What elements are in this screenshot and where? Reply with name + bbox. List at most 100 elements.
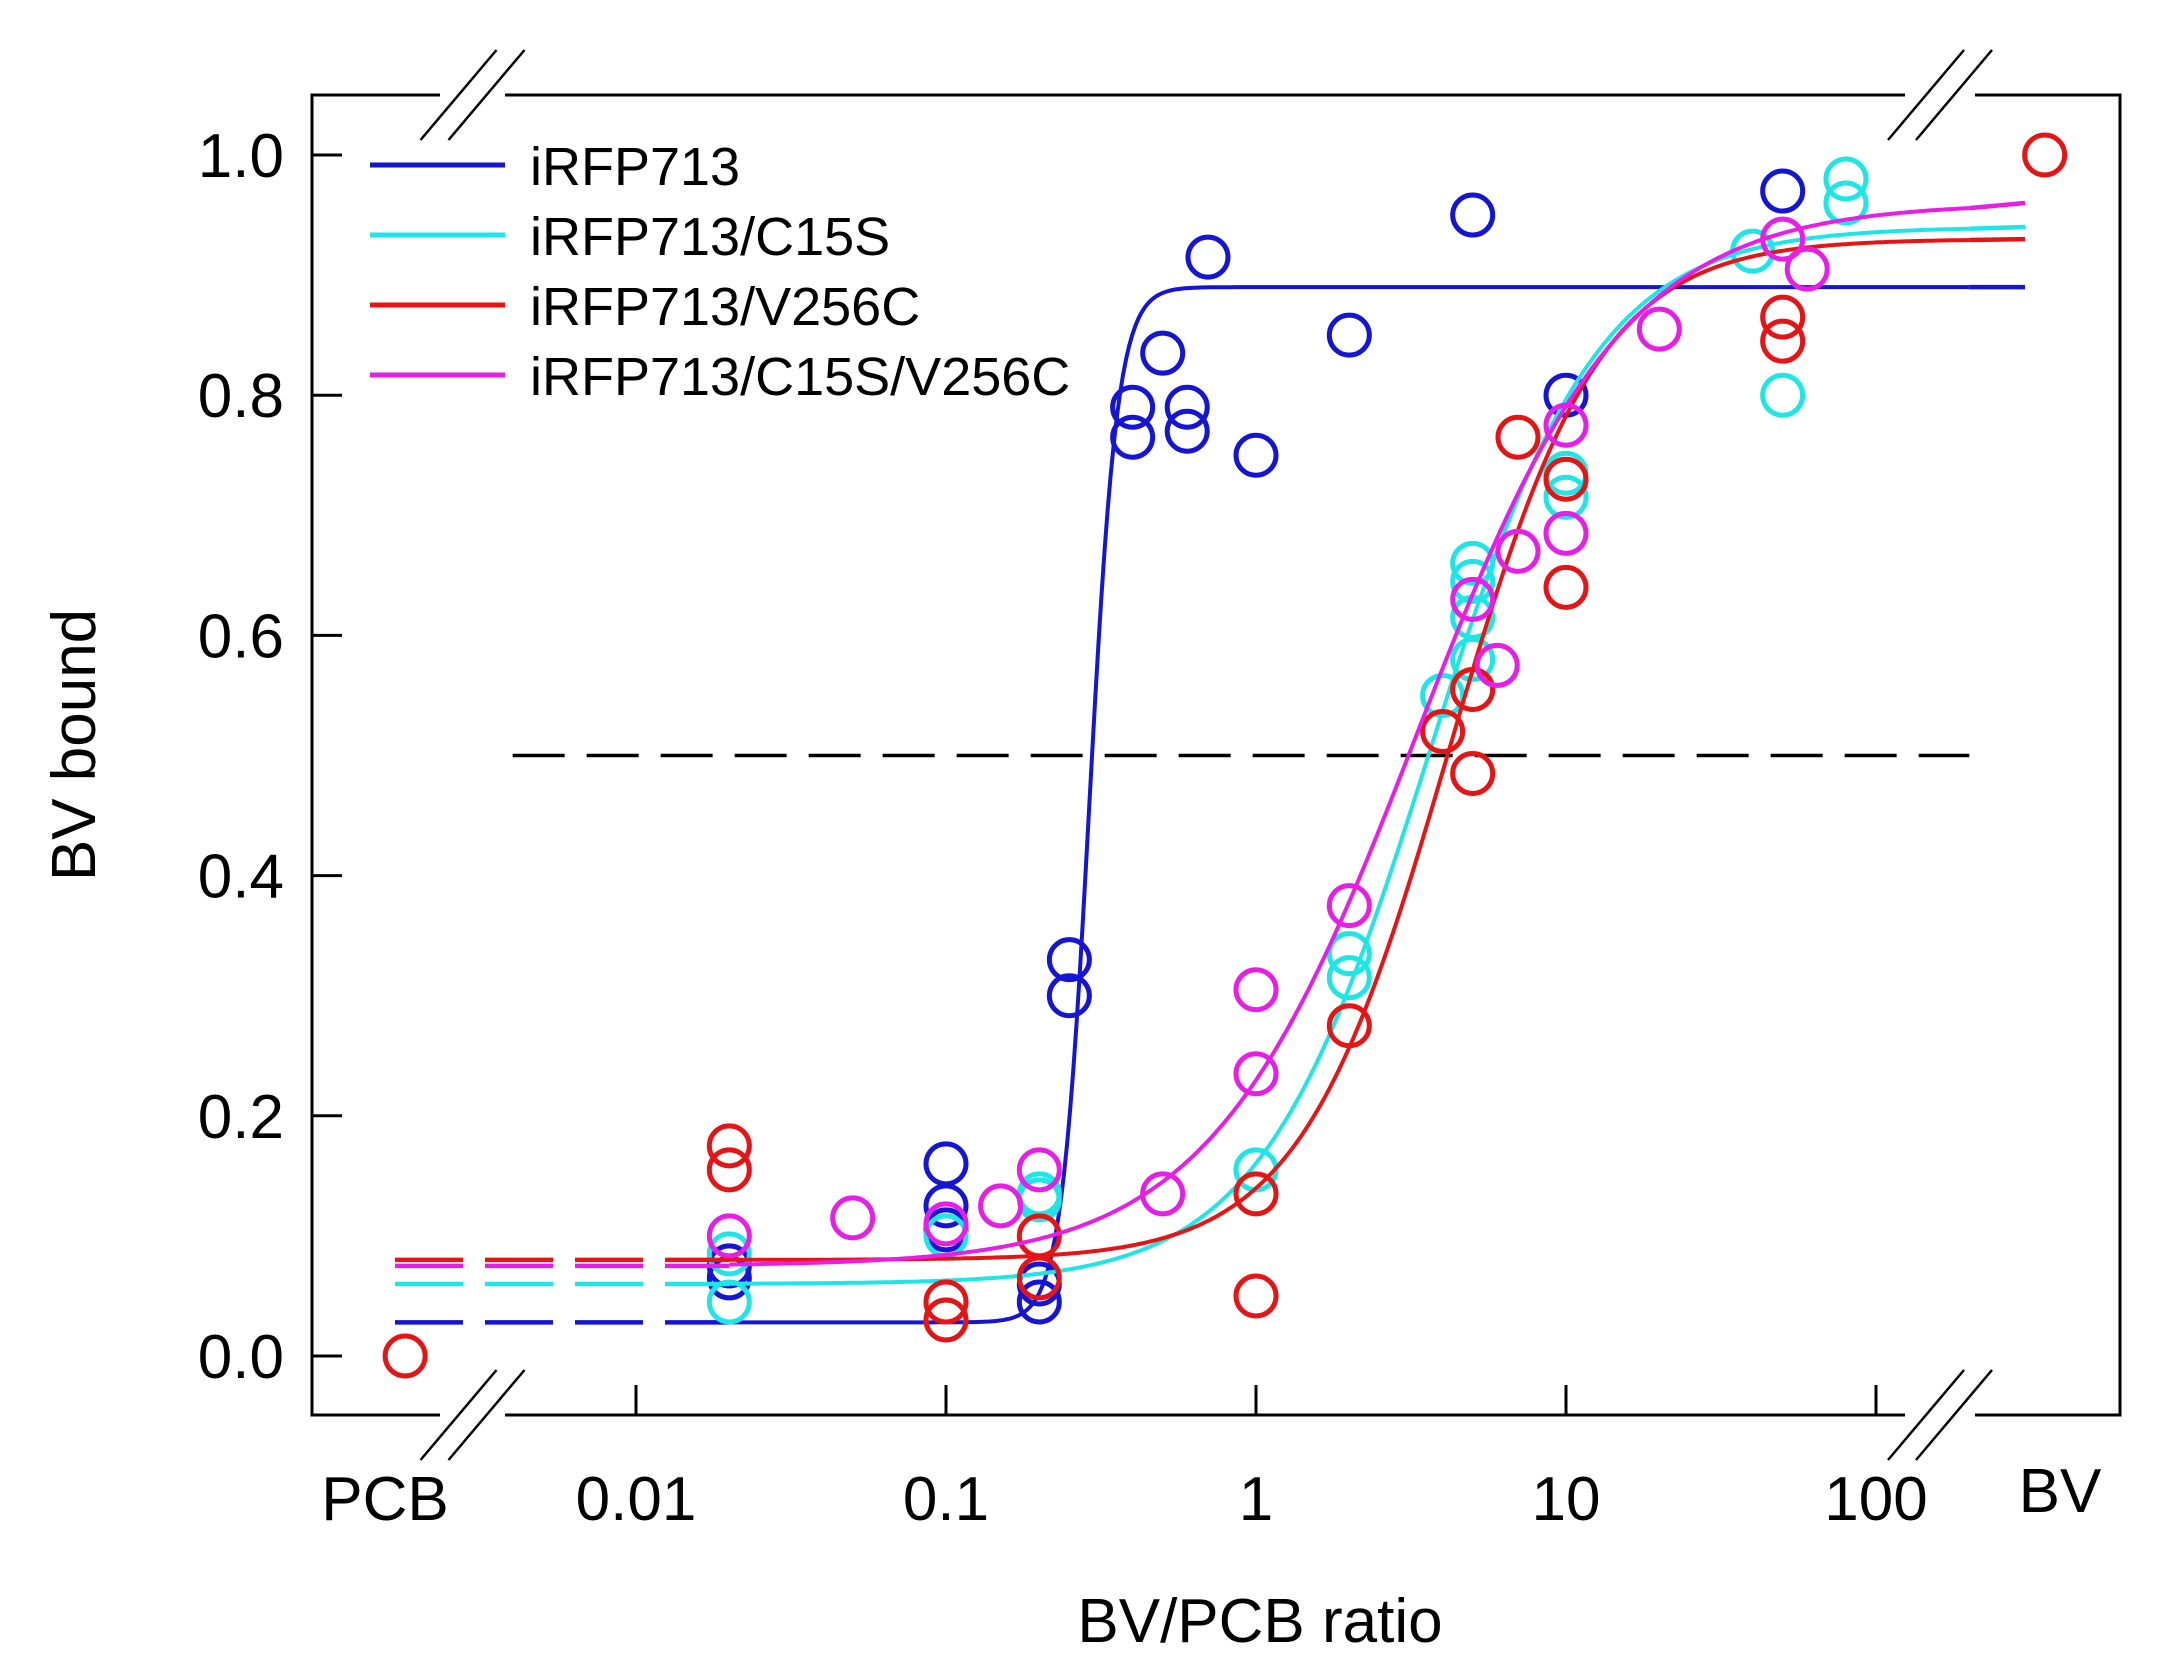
data-point xyxy=(1636,306,1682,352)
y-axis-label: BV bound xyxy=(40,609,109,881)
y-tick-label: 0.6 xyxy=(198,602,284,671)
top-plateau-extension xyxy=(1969,200,2026,211)
data-point xyxy=(1140,1171,1186,1217)
x-tick-label: 10 xyxy=(1532,1465,1601,1534)
data-point xyxy=(1140,330,1186,376)
data-point xyxy=(2022,132,2068,178)
data-point xyxy=(706,1279,752,1325)
data-point xyxy=(1326,955,1372,1001)
break-gap-top xyxy=(1905,89,1975,101)
data-point xyxy=(1543,456,1589,502)
data-point xyxy=(1823,180,1869,226)
break-slash xyxy=(1915,1369,1993,1461)
data-point xyxy=(1420,672,1466,718)
data-point xyxy=(1495,528,1541,574)
data-point xyxy=(1760,216,1806,262)
data-point xyxy=(706,1123,752,1169)
y-tick-label: 0.8 xyxy=(198,362,284,431)
data-point xyxy=(382,1333,428,1379)
top-plateau-extension xyxy=(1969,224,2026,232)
break-slash xyxy=(1887,49,1965,141)
data-point xyxy=(1450,540,1496,586)
pcb-end-label: PCB xyxy=(321,1465,448,1534)
data-point xyxy=(706,1213,752,1259)
fit-curve xyxy=(729,285,1970,1325)
data-point xyxy=(1450,751,1496,797)
data-point xyxy=(1326,883,1372,929)
legend-label: iRFP713/V256C xyxy=(530,277,920,337)
x-ticks: 0.01 0.1 1 10 100 xyxy=(576,1385,1928,1534)
y-tick-label: 0.0 xyxy=(198,1323,284,1392)
data-point xyxy=(1760,168,1806,214)
plot-frame xyxy=(310,93,2122,1417)
break-gap-bottom xyxy=(440,1409,505,1421)
data-point xyxy=(1543,402,1589,448)
x-tick-label: 1 xyxy=(1239,1465,1273,1534)
axis-breaks xyxy=(419,49,1993,1461)
data-point xyxy=(706,1147,752,1193)
y-tick-label: 1.0 xyxy=(198,122,284,191)
data-point xyxy=(1233,1051,1279,1097)
data-point xyxy=(923,1183,969,1229)
break-slash xyxy=(1887,1369,1965,1461)
data-point xyxy=(1233,432,1279,478)
data-point xyxy=(1760,294,1806,340)
break-gap-top xyxy=(440,89,505,101)
data-point xyxy=(1760,372,1806,418)
series-2 xyxy=(382,132,2068,1379)
data-point xyxy=(1543,564,1589,610)
y-ticks: 0.0 0.2 0.4 0.6 0.8 1.0 xyxy=(198,122,342,1392)
data-point xyxy=(1326,312,1372,358)
data-point xyxy=(1016,1279,1062,1325)
series-3 xyxy=(395,200,2026,1269)
data-point xyxy=(1543,474,1589,520)
data-point xyxy=(1420,708,1466,754)
data-point xyxy=(830,1195,876,1241)
y-tick-label: 0.4 xyxy=(198,843,284,912)
break-slash xyxy=(447,49,526,141)
data-point xyxy=(1016,1255,1062,1301)
data-point xyxy=(1016,1147,1062,1193)
data-point xyxy=(1760,318,1806,364)
y-tick-label: 0.2 xyxy=(198,1083,284,1152)
data-point xyxy=(1110,384,1156,430)
bv-end-label: BV xyxy=(2019,1457,2102,1526)
data-point xyxy=(1046,973,1092,1019)
break-slash xyxy=(1915,49,1993,141)
break-slash xyxy=(447,1369,526,1461)
data-point xyxy=(1784,246,1830,292)
data-point xyxy=(1495,414,1541,460)
legend: iRFP713 iRFP713/C15S iRFP713/V256C iRFP713/… xyxy=(370,137,1070,407)
data-point xyxy=(1543,510,1589,556)
data-point xyxy=(1164,384,1210,430)
data-point xyxy=(1326,931,1372,977)
legend-label: iRFP713 xyxy=(530,137,740,197)
data-point xyxy=(1185,234,1231,280)
legend-label: iRFP713/C15S/V256C xyxy=(530,347,1070,407)
data-point xyxy=(978,1183,1024,1229)
data-point xyxy=(1326,1003,1372,1049)
data-point xyxy=(1450,576,1496,622)
x-tick-label: 0.1 xyxy=(903,1465,989,1534)
data-point xyxy=(1046,937,1092,983)
break-gap-bottom xyxy=(1905,1409,1975,1421)
legend-label: iRFP713/C15S xyxy=(530,207,890,267)
x-tick-label: 100 xyxy=(1824,1465,1927,1534)
data-point xyxy=(923,1279,969,1325)
data-point xyxy=(923,1141,969,1187)
series-0 xyxy=(395,168,2025,1325)
x-tick-label: 0.01 xyxy=(576,1465,697,1534)
data-point xyxy=(1110,414,1156,460)
break-slash xyxy=(419,1369,498,1461)
data-point xyxy=(1233,967,1279,1013)
data-point xyxy=(1823,156,1869,202)
data-point xyxy=(923,1201,969,1247)
plot-area: 0.00.20.40.60.81.00.01 0.1 1 10 100iRFP713iR… xyxy=(198,49,2122,1534)
data-point xyxy=(1233,1273,1279,1319)
data-point xyxy=(1450,558,1496,604)
axis-labels: BV bound BV/PCB ratio PCB BV xyxy=(40,609,2102,1656)
data-point xyxy=(923,1297,969,1343)
data-point xyxy=(1233,1147,1279,1193)
data-point xyxy=(1164,408,1210,454)
